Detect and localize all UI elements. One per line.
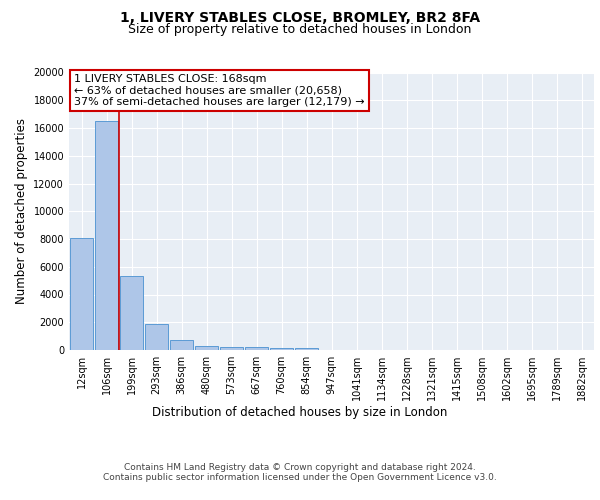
Bar <box>145 324 169 350</box>
Bar <box>220 347 244 350</box>
Y-axis label: Number of detached properties: Number of detached properties <box>15 118 28 304</box>
Text: 1, LIVERY STABLES CLOSE, BROMLEY, BR2 8FA: 1, LIVERY STABLES CLOSE, BROMLEY, BR2 8F… <box>120 10 480 24</box>
Bar <box>70 238 94 350</box>
Bar <box>295 348 319 350</box>
Bar <box>119 276 143 350</box>
Bar <box>170 340 193 350</box>
Bar <box>245 347 268 350</box>
Text: Size of property relative to detached houses in London: Size of property relative to detached ho… <box>128 24 472 36</box>
Bar <box>269 348 293 350</box>
Bar <box>194 346 218 350</box>
Text: Distribution of detached houses by size in London: Distribution of detached houses by size … <box>152 406 448 419</box>
Text: Contains HM Land Registry data © Crown copyright and database right 2024.
Contai: Contains HM Land Registry data © Crown c… <box>103 463 497 482</box>
Text: 1 LIVERY STABLES CLOSE: 168sqm
← 63% of detached houses are smaller (20,658)
37%: 1 LIVERY STABLES CLOSE: 168sqm ← 63% of … <box>74 74 365 107</box>
Bar <box>95 121 118 350</box>
